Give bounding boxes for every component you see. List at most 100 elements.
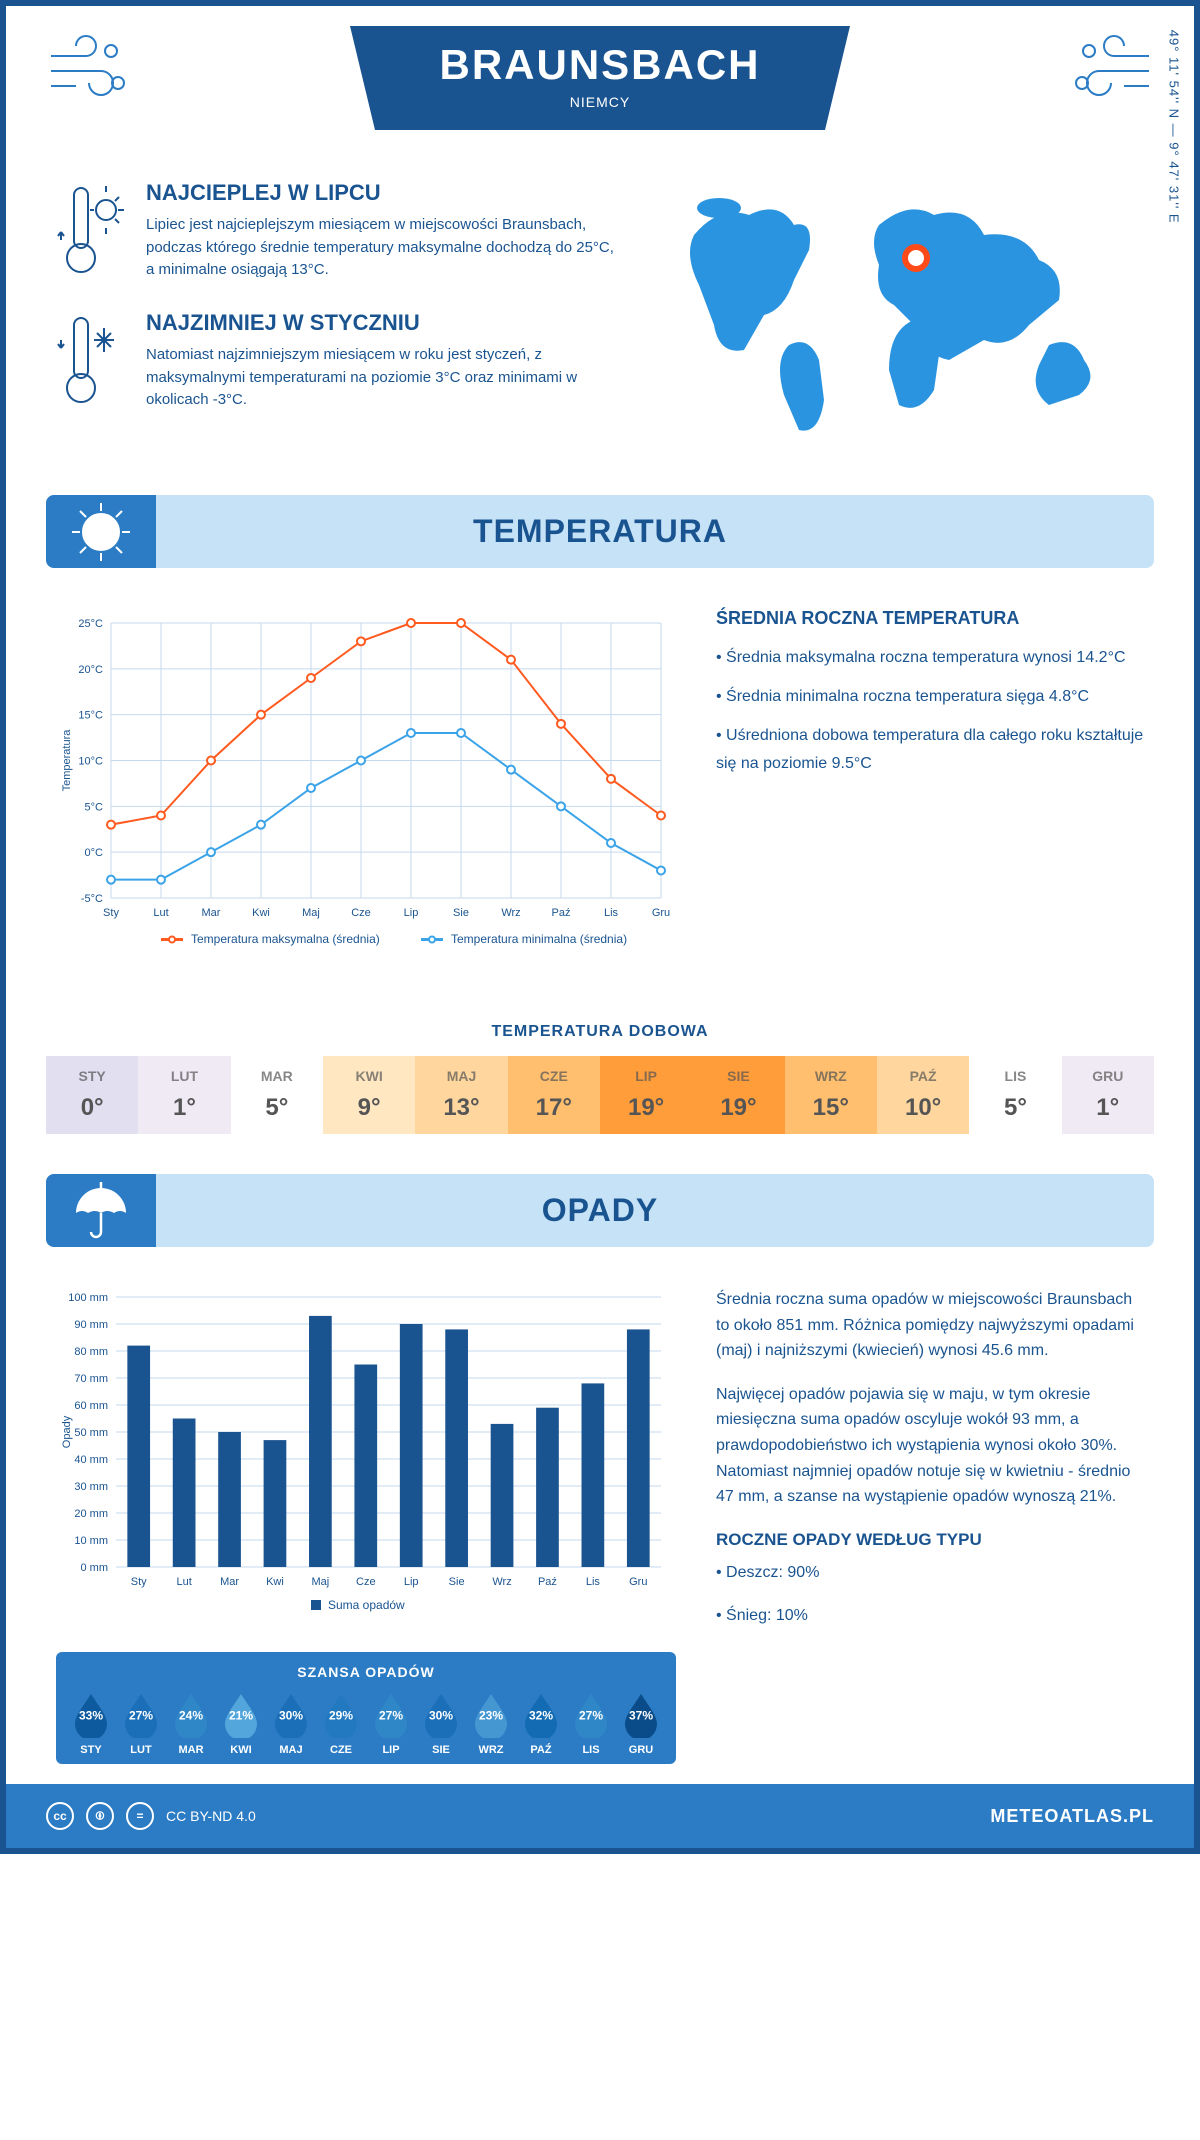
nd-icon: = (126, 1802, 154, 1830)
rain-drop-month: LIS (566, 1744, 616, 1756)
svg-text:90 mm: 90 mm (74, 1319, 108, 1331)
raindrop-icon: 30% (420, 1690, 462, 1738)
raindrop-icon: 23% (470, 1690, 512, 1738)
daily-temp-cell: WRZ15° (785, 1056, 877, 1134)
rain-drop-month: KWI (216, 1744, 266, 1756)
raindrop-icon: 37% (620, 1690, 662, 1738)
raindrop-icon: 24% (170, 1690, 212, 1738)
daily-temp-cell: MAR5° (231, 1056, 323, 1134)
svg-text:Lip: Lip (404, 1576, 419, 1588)
daily-temp-value: 19° (696, 1094, 780, 1122)
svg-text:Sie: Sie (453, 907, 469, 919)
svg-text:30 mm: 30 mm (74, 1481, 108, 1493)
svg-text:40 mm: 40 mm (74, 1454, 108, 1466)
temperature-section-header: TEMPERATURA (46, 495, 1154, 568)
rain-drop-pct: 27% (129, 1708, 153, 1722)
rain-drop-pct: 33% (79, 1708, 103, 1722)
rain-drop-month: STY (66, 1744, 116, 1756)
warm-title: NAJCIEPLEJ W LIPCU (146, 180, 624, 206)
warm-block: NAJCIEPLEJ W LIPCU Lipiec jest najcieple… (56, 180, 624, 285)
raindrop-icon: 27% (120, 1690, 162, 1738)
daily-temp-value: 1° (142, 1094, 226, 1122)
rain-drop-pct: 24% (179, 1708, 203, 1722)
rain-drop-cell: 33% STY (66, 1690, 116, 1756)
rain-drop-pct: 30% (429, 1708, 453, 1722)
rain-drop-month: PAŹ (516, 1744, 566, 1756)
rain-drop-cell: 27%LIS (566, 1690, 616, 1756)
temperature-line-chart: -5°C0°C5°C10°C15°C20°C25°CStyLutMarKwiMa… (56, 608, 676, 973)
sun-icon (46, 495, 156, 568)
daily-temp-month: CZE (512, 1068, 596, 1084)
daily-temp-month: WRZ (789, 1068, 873, 1084)
svg-text:-5°C: -5°C (81, 893, 103, 905)
rain-drop-cell: 27%LUT (116, 1690, 166, 1756)
raindrop-icon: 29% (320, 1690, 362, 1738)
daily-temp-value: 9° (327, 1094, 411, 1122)
rain-drop-month: MAJ (266, 1744, 316, 1756)
daily-temp-value: 17° (512, 1094, 596, 1122)
svg-text:Temperatura minimalna (średnia: Temperatura minimalna (średnia) (451, 932, 627, 946)
daily-temp-month: STY (50, 1068, 134, 1084)
svg-text:Sty: Sty (131, 1576, 147, 1588)
footer-license: cc 🅯 = CC BY-ND 4.0 (46, 1802, 256, 1830)
daily-temp-title: TEMPERATURA DOBOWA (6, 1023, 1194, 1041)
rain-drop-month: SIE (416, 1744, 466, 1756)
rain-drop-month: GRU (616, 1744, 666, 1756)
temperature-title: TEMPERATURA (76, 513, 1124, 550)
cold-title: NAJZIMNIEJ W STYCZNIU (146, 310, 624, 336)
daily-temp-month: SIE (696, 1068, 780, 1084)
rain-drop-cell: 32%PAŹ (516, 1690, 566, 1756)
precip-type-item: • Deszcz: 90% (716, 1560, 1144, 1586)
rain-drop-cell: 37% GRU (616, 1690, 666, 1756)
daily-temp-value: 0° (50, 1094, 134, 1122)
svg-text:60 mm: 60 mm (74, 1400, 108, 1412)
raindrop-icon: 30% (270, 1690, 312, 1738)
svg-text:Gru: Gru (652, 907, 670, 919)
daily-temp-cell: PAŹ10° (877, 1056, 969, 1134)
coordinates: 49° 11' 54'' N — 9° 47' 31'' E (1167, 29, 1182, 223)
intro-left: NAJCIEPLEJ W LIPCU Lipiec jest najcieple… (56, 180, 624, 445)
daily-temp-cell: LIP19° (600, 1056, 692, 1134)
precip-left: 0 mm10 mm20 mm30 mm40 mm50 mm60 mm70 mm8… (56, 1287, 676, 1764)
daily-temp-value: 5° (973, 1094, 1057, 1122)
precip-info: Średnia roczna suma opadów w miejscowośc… (716, 1287, 1144, 1764)
svg-text:10°C: 10°C (78, 756, 103, 768)
rain-drop-month: CZE (316, 1744, 366, 1756)
svg-text:Kwi: Kwi (252, 907, 270, 919)
temperature-info: ŚREDNIA ROCZNA TEMPERATURA • Średnia mak… (716, 608, 1144, 973)
temp-info-bullet: • Średnia maksymalna roczna temperatura … (716, 644, 1144, 671)
svg-text:Mar: Mar (202, 907, 221, 919)
daily-temp-month: GRU (1066, 1068, 1150, 1084)
svg-text:15°C: 15°C (78, 710, 103, 722)
raindrop-icon: 33% (70, 1690, 112, 1738)
cold-desc: Natomiast najzimniejszym miesiącem w rok… (146, 344, 624, 412)
rain-drop-month: LIP (366, 1744, 416, 1756)
rain-drop-month: MAR (166, 1744, 216, 1756)
footer: cc 🅯 = CC BY-ND 4.0 METEOATLAS.PL (6, 1784, 1194, 1848)
svg-text:Paź: Paź (552, 907, 571, 919)
svg-text:Sty: Sty (103, 907, 119, 919)
svg-text:5°C: 5°C (85, 801, 104, 813)
raindrop-icon: 27% (370, 1690, 412, 1738)
daily-temp-value: 19° (604, 1094, 688, 1122)
cold-block: NAJZIMNIEJ W STYCZNIU Natomiast najzimni… (56, 310, 624, 415)
precip-p2: Najwięcej opadów pojawia się w maju, w t… (716, 1382, 1144, 1510)
daily-temp-month: LUT (142, 1068, 226, 1084)
thermometer-hot-icon (56, 180, 126, 285)
rain-drop-month: WRZ (466, 1744, 516, 1756)
daily-temp-cell: SIE 19° (692, 1056, 784, 1134)
city-title: BRAUNSBACH (410, 41, 790, 89)
temp-info-title: ŚREDNIA ROCZNA TEMPERATURA (716, 608, 1144, 629)
thermometer-cold-icon (56, 310, 126, 415)
svg-text:Wrz: Wrz (501, 907, 520, 919)
svg-text:Suma opadów: Suma opadów (328, 1598, 405, 1612)
svg-text:Wrz: Wrz (492, 1576, 511, 1588)
rain-drop-cell: 24% MAR (166, 1690, 216, 1756)
precip-type-title: ROCZNE OPADY WEDŁUG TYPU (716, 1530, 1144, 1550)
world-map-icon (664, 180, 1144, 440)
rain-drop-cell: 30% SIE (416, 1690, 466, 1756)
svg-text:Lut: Lut (176, 1576, 191, 1588)
svg-text:Lis: Lis (586, 1576, 601, 1588)
daily-temp-month: PAŹ (881, 1068, 965, 1084)
daily-temp-cell: KWI9° (323, 1056, 415, 1134)
